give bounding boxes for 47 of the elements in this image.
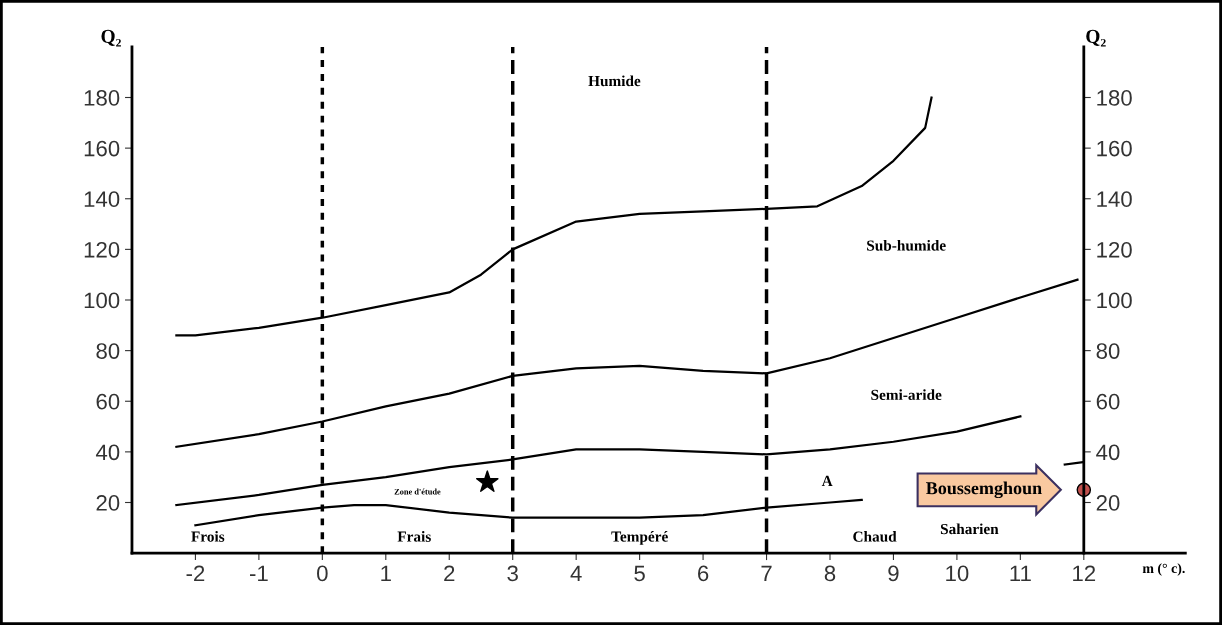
x-tick-label: 1 xyxy=(381,565,391,582)
x-tick-label: 9 xyxy=(888,565,899,582)
x-tick-label: 0 xyxy=(317,565,328,582)
y2-tick-label: 120 xyxy=(1097,241,1132,258)
y-tick-label: 20 xyxy=(96,495,120,511)
y2-tick-label: 160 xyxy=(1097,140,1132,157)
x-tick-label: 8 xyxy=(824,565,836,582)
y-tick-label: 100 xyxy=(84,292,120,309)
annotation: Frois xyxy=(191,531,225,542)
y-tick-label: 160 xyxy=(84,140,120,157)
x-tick-label: 10 xyxy=(946,565,969,582)
x-tick-label: 4 xyxy=(570,565,582,582)
x-tick-label: 2 xyxy=(444,565,455,582)
x-tick-label: 12 xyxy=(1073,565,1096,582)
y2-tick-label: 100 xyxy=(1097,292,1132,309)
x-tick-label: 11 xyxy=(1010,565,1031,582)
x-tick-label: 7 xyxy=(761,565,772,582)
x-tick-label: -1 xyxy=(249,565,268,582)
y2-tick-label: 80 xyxy=(1096,343,1120,359)
y-tick-label: 80 xyxy=(96,343,120,359)
y-tick-label: 60 xyxy=(96,393,120,410)
annotation: Saharien xyxy=(940,523,999,535)
annotation: Chaud xyxy=(853,531,897,542)
y-tick-label: 180 xyxy=(84,90,120,106)
y2-tick-label: 40 xyxy=(1096,444,1120,461)
x-tick-label: 6 xyxy=(698,565,709,582)
annotation: Zone d'étude xyxy=(394,488,441,495)
x-tick-label: -2 xyxy=(186,565,205,582)
y-axis-title: Q₂ xyxy=(101,29,121,47)
annotation: Semi-aride xyxy=(871,389,942,401)
y2-tick-label: 60 xyxy=(1096,393,1120,410)
annotation: Tempéré xyxy=(611,531,668,545)
y2-tick-label: 20 xyxy=(1096,495,1120,511)
y2-tick-label: 140 xyxy=(1097,191,1132,208)
annotation: Humide xyxy=(588,75,641,87)
x-tick-label: 3 xyxy=(507,565,518,582)
y-tick-label: 140 xyxy=(84,191,120,208)
annotation: A xyxy=(821,475,833,486)
annotation: Boussemghoun xyxy=(926,481,1042,499)
y2-axis-title: Q₂ xyxy=(1086,29,1106,47)
y-tick-label: 120 xyxy=(84,241,120,258)
annotation: Sub-humide xyxy=(867,239,946,251)
y2-tick-label: 180 xyxy=(1097,90,1132,106)
y-tick-label: 40 xyxy=(95,444,120,461)
x-axis-title: m (° c). xyxy=(1142,563,1185,576)
annotation: Frais xyxy=(397,531,431,542)
x-tick-label: 5 xyxy=(634,565,645,582)
